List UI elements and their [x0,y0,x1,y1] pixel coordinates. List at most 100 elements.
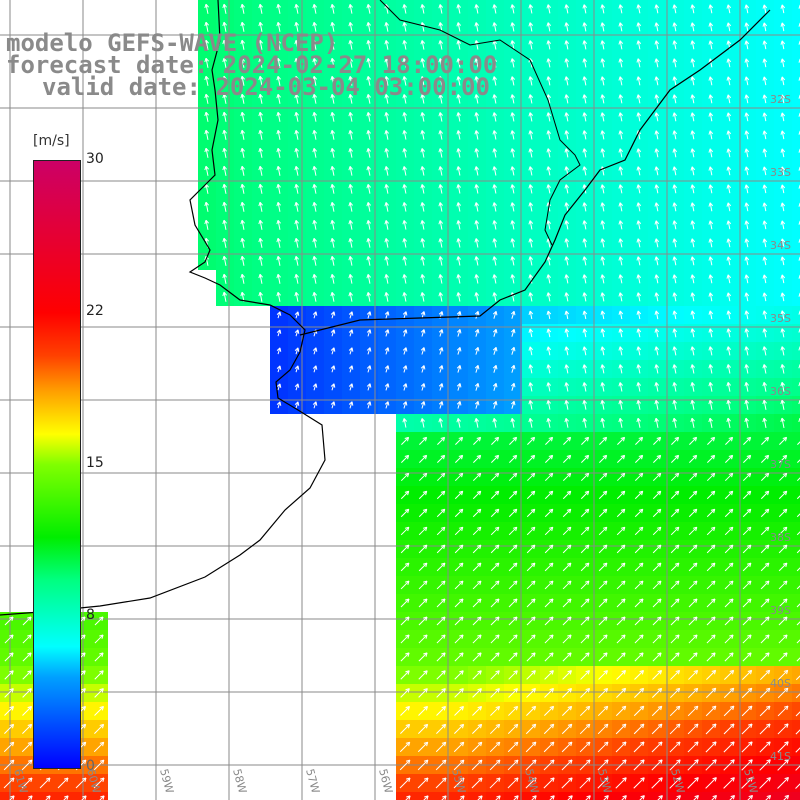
wind-arrow [223,94,227,104]
wind-arrow-head [240,148,243,153]
wind-arrow-head [403,94,408,98]
wind-arrow-head [385,256,390,260]
wind-arrow-head [222,220,225,225]
wind-arrow-head [654,40,657,45]
wind-arrow-head [618,130,621,135]
wind-arrow-head [600,58,603,63]
wind-arrow [313,202,317,212]
wind-arrow [655,94,659,104]
wind-arrow-head [583,202,588,207]
wind-arrow-head [583,238,588,243]
wind-arrow-head [205,129,209,134]
wind-arrow [745,76,749,86]
wind-arrow-head [312,94,315,99]
wind-arrow [637,76,641,86]
wind-arrow [745,22,749,32]
wind-arrow [367,112,371,122]
wind-arrow-head [745,184,750,189]
wind-arrow [403,238,407,248]
wind-arrow-head [294,40,297,45]
wind-arrow-head [384,22,387,27]
wind-arrow-head [385,184,390,188]
wind-arrow-head [528,148,531,153]
wind-arrow-head [511,22,516,26]
wind-arrow-head [691,94,696,99]
wind-arrow-head [349,22,354,26]
wind-arrow-head [600,238,603,243]
wind-arrow [745,202,749,212]
wind-arrow [709,166,713,176]
wind-arrow-head [673,130,678,135]
wind-arrow-head [348,40,351,45]
wind-arrow [727,184,731,194]
wind-arrow-head [762,4,765,9]
wind-arrow-head [493,148,498,152]
field-cell [468,792,486,800]
wind-arrow-head [385,238,390,242]
wind-arrow-head [240,130,243,135]
wind-arrow-head [546,130,549,135]
wind-arrow-head [582,256,585,261]
wind-arrow-head [438,40,441,45]
wind-arrow-head [582,148,585,153]
wind-arrow-head [528,256,531,261]
wind-arrow-head [475,58,480,62]
wind-arrow-head [295,39,300,44]
wind-arrow [727,112,731,122]
wind-arrow-head [240,76,243,81]
wind-arrow [709,40,713,50]
wind-arrow-head [366,4,369,9]
wind-arrow-head [546,166,549,171]
wind-arrow [619,238,623,248]
wind-arrow-head [492,76,495,81]
wind-arrow [709,76,713,86]
wind-arrow-head [582,22,585,27]
field-cell [792,126,800,144]
wind-arrow-head [726,22,729,27]
wind-arrow [781,76,785,86]
wind-arrow-head [781,58,786,63]
wind-arrow-head [781,184,786,189]
wind-arrow-head [618,40,621,45]
wind-arrow-head [457,148,462,152]
wind-arrow [403,22,407,32]
wind-arrow-head [438,238,441,243]
wind-arrow [511,238,515,248]
wind-arrow-head [547,130,552,134]
wind-arrow-head [564,166,567,171]
wind-arrow-head [726,76,729,81]
wind-arrow-head [528,112,531,117]
wind-arrow-head [475,166,480,170]
wind-arrow [601,220,605,230]
wind-arrow-head [349,220,354,224]
wind-arrow-head [637,4,642,9]
wind-arrow [673,166,677,176]
wind-arrow [421,256,425,266]
wind-arrow-head [672,220,675,225]
wind-arrow-head [708,58,711,63]
wind-arrow-head [511,58,516,62]
wind-arrow-head [637,58,642,63]
wind-arrow [691,202,695,212]
wind-arrow [241,4,245,14]
wind-arrow-head [565,130,570,134]
wind-arrow-head [601,58,606,63]
wind-arrow [241,58,245,68]
wind-arrow-head [402,130,405,135]
wind-arrow [493,76,497,86]
wind-arrow-head [511,94,516,98]
wind-arrow-head [205,183,209,188]
wind-arrow-head [780,166,783,171]
wind-arrow [547,148,551,158]
wind-arrow [475,58,479,68]
wind-arrow [457,220,461,230]
wind-arrow [655,238,659,248]
wind-arrow-head [745,130,750,135]
wind-arrow [439,184,443,194]
wind-arrow-head [259,147,263,152]
wind-arrow-head [636,202,639,207]
wind-arrow-head [511,238,516,242]
wind-arrow-head [618,58,621,63]
wind-arrow-head [312,256,315,261]
